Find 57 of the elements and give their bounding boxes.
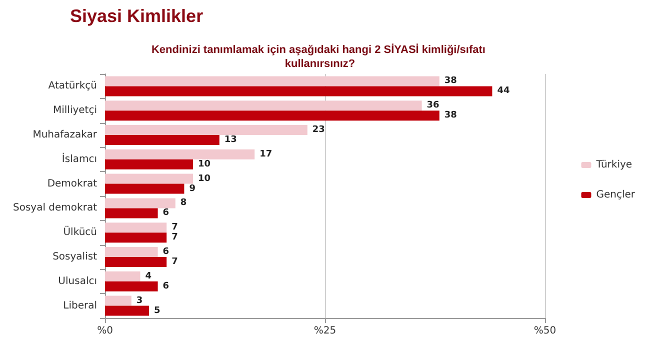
bar: [105, 222, 167, 233]
data-label: 10: [198, 159, 211, 170]
data-label: 38: [444, 76, 457, 86]
bar: [105, 125, 308, 135]
bar: [105, 110, 440, 121]
legend-label: Türkiye: [595, 160, 632, 170]
x-tick-label: %0: [97, 326, 113, 336]
bar: [105, 86, 492, 96]
y-tick-label: Sosyalist: [52, 252, 98, 262]
bar: [105, 100, 422, 111]
y-tick-label: İslamcı: [62, 152, 97, 165]
x-tick-label: %25: [314, 326, 336, 336]
bar: [105, 281, 158, 292]
bar: [105, 174, 193, 184]
data-label: 7: [172, 222, 178, 233]
data-label: 7: [172, 232, 178, 243]
bar: [105, 159, 193, 170]
data-label: 13: [224, 135, 237, 145]
bar: [105, 247, 158, 257]
data-label: 36: [426, 100, 440, 111]
data-label: 10: [198, 174, 211, 184]
y-tick-label: Liberal: [63, 300, 97, 312]
data-label: 44: [497, 86, 510, 96]
bar: [105, 135, 220, 145]
bar: [105, 296, 132, 306]
bar: [105, 271, 140, 282]
bar: [105, 257, 167, 267]
data-label: 17: [260, 149, 272, 160]
bar: [105, 306, 149, 316]
legend-label: Gençler: [596, 190, 636, 200]
data-label: 4: [145, 271, 152, 282]
y-tick-label: Ülkücü: [63, 225, 97, 238]
y-tick-label: Atatürkçü: [48, 80, 97, 92]
bar: [105, 76, 440, 86]
y-tick-label: Muhafazakar: [32, 130, 98, 140]
data-label: 38: [444, 110, 457, 121]
data-label: 5: [154, 306, 160, 316]
bar: [105, 198, 176, 208]
bar: [105, 184, 184, 194]
chart-subtitle: Kendinizi tanımlamak için aşağıdaki hangi 2 SİYASİ kimliği/sıfatı kullanırsınız?: [151, 43, 489, 70]
y-tick-label: Demokrat: [47, 178, 98, 190]
chart-title: Siyasi Kimlikler: [70, 6, 204, 26]
data-label: 23: [312, 125, 325, 135]
data-label: 8: [180, 198, 187, 208]
x-tick-label: %50: [534, 326, 556, 336]
data-label: 6: [162, 281, 170, 292]
data-label: 7: [172, 257, 178, 267]
data-label: 6: [162, 208, 170, 218]
data-label: 3: [136, 296, 143, 306]
y-tick-label: Milliyetçi: [52, 105, 97, 116]
data-label: 6: [162, 247, 170, 257]
bar: [105, 232, 167, 243]
y-tick-label: Ulusalcı: [58, 276, 97, 287]
y-tick-label: Sosyal demokrat: [13, 202, 98, 214]
bar: [105, 149, 255, 160]
bar: [105, 208, 158, 218]
data-label: 9: [189, 184, 196, 194]
